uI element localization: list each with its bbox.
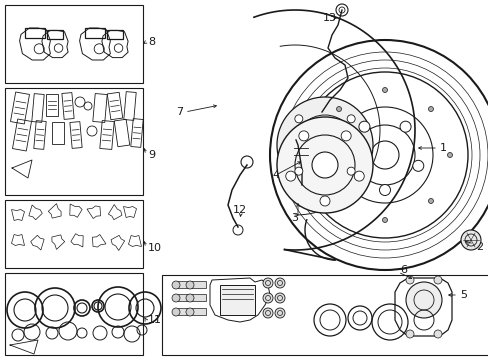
Circle shape bbox=[274, 278, 285, 288]
Text: 13: 13 bbox=[323, 13, 336, 23]
Text: 12: 12 bbox=[232, 205, 246, 215]
Circle shape bbox=[276, 117, 372, 213]
Circle shape bbox=[433, 276, 441, 284]
Text: 10: 10 bbox=[148, 243, 162, 253]
Circle shape bbox=[263, 293, 272, 303]
Circle shape bbox=[346, 115, 354, 123]
Circle shape bbox=[405, 276, 413, 284]
Circle shape bbox=[185, 294, 194, 302]
Circle shape bbox=[341, 131, 350, 141]
Circle shape bbox=[274, 293, 285, 303]
Text: 8: 8 bbox=[148, 37, 155, 47]
Text: 3: 3 bbox=[291, 213, 298, 223]
Bar bbox=[220, 285, 254, 315]
Text: 6: 6 bbox=[399, 265, 406, 275]
Circle shape bbox=[285, 171, 295, 181]
Bar bbox=[5, 88, 142, 195]
Circle shape bbox=[172, 308, 180, 316]
Text: 2: 2 bbox=[475, 242, 482, 252]
Bar bbox=[162, 275, 488, 355]
Bar bbox=[174, 281, 192, 288]
Circle shape bbox=[263, 308, 272, 318]
Circle shape bbox=[346, 167, 354, 175]
Circle shape bbox=[319, 196, 329, 206]
Circle shape bbox=[405, 282, 441, 318]
Circle shape bbox=[172, 294, 180, 302]
Circle shape bbox=[427, 198, 432, 203]
Text: 4: 4 bbox=[271, 170, 279, 180]
Circle shape bbox=[427, 107, 432, 112]
Circle shape bbox=[353, 171, 364, 181]
Circle shape bbox=[358, 121, 369, 132]
Text: 11: 11 bbox=[148, 315, 162, 325]
Bar bbox=[187, 281, 205, 288]
Text: 5: 5 bbox=[459, 290, 466, 300]
Text: 7: 7 bbox=[176, 107, 183, 117]
Circle shape bbox=[460, 230, 480, 250]
Circle shape bbox=[298, 131, 308, 141]
Circle shape bbox=[412, 160, 423, 171]
Circle shape bbox=[294, 167, 302, 175]
Circle shape bbox=[447, 153, 451, 158]
Circle shape bbox=[263, 278, 272, 288]
Bar bbox=[187, 294, 205, 301]
Bar bbox=[187, 308, 205, 315]
Circle shape bbox=[311, 152, 337, 178]
Circle shape bbox=[336, 107, 341, 112]
Circle shape bbox=[276, 97, 372, 193]
Circle shape bbox=[382, 217, 386, 222]
Circle shape bbox=[274, 308, 285, 318]
Circle shape bbox=[185, 308, 194, 316]
Bar bbox=[5, 200, 142, 268]
Circle shape bbox=[405, 330, 413, 338]
Bar bbox=[174, 294, 192, 301]
Circle shape bbox=[346, 160, 356, 171]
Text: 9: 9 bbox=[148, 150, 155, 160]
Circle shape bbox=[317, 153, 322, 158]
Bar bbox=[5, 5, 142, 83]
Circle shape bbox=[382, 87, 386, 93]
Circle shape bbox=[399, 121, 410, 132]
Circle shape bbox=[294, 115, 302, 123]
Circle shape bbox=[185, 281, 194, 289]
Circle shape bbox=[433, 330, 441, 338]
Bar bbox=[174, 308, 192, 315]
Circle shape bbox=[336, 198, 341, 203]
Bar bbox=[5, 273, 142, 355]
Circle shape bbox=[172, 281, 180, 289]
Text: 1: 1 bbox=[439, 143, 446, 153]
Circle shape bbox=[379, 184, 390, 195]
